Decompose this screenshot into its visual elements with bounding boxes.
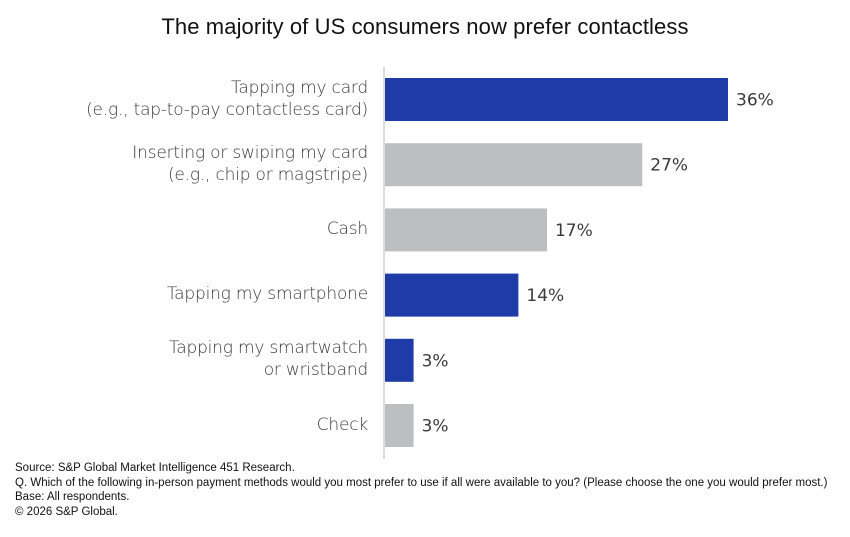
value-label-2: 17%: [555, 221, 593, 241]
category-label-0: Tapping my card (e.g., tap-to-pay contact…: [86, 77, 368, 121]
bar-3: [385, 273, 519, 317]
category-label-1: Inserting or swiping my card (e.g., chip …: [132, 142, 368, 186]
category-label-2: Cash: [327, 218, 368, 240]
value-label-3: 14%: [526, 286, 564, 306]
category-label-line: or wristband: [263, 360, 369, 381]
bar-2: [385, 208, 547, 252]
category-label-line: Cash: [326, 218, 368, 239]
bar-5: [385, 404, 414, 447]
category-label-3: Tapping my smartphone: [167, 283, 368, 305]
value-label-4: 3%: [422, 351, 449, 371]
footnote-copyright: © 2026 S&P Global.: [15, 505, 118, 518]
footnote: Source: S&P Global Market Intelligence 4…: [15, 461, 835, 519]
bar-4: [385, 338, 414, 382]
category-label-line: Tapping my smartwatch: [168, 338, 368, 359]
category-label-line: Tapping my smartphone: [166, 284, 368, 305]
value-label-0: 36%: [736, 91, 774, 111]
bar-1: [385, 143, 643, 187]
category-label-4: Tapping my smartwatch or wristband: [169, 337, 368, 381]
bar-0: [385, 78, 728, 121]
category-label-line: Check: [316, 414, 368, 435]
value-label-5: 3%: [422, 417, 449, 437]
category-label-line: Inserting or swiping my card: [132, 142, 368, 163]
category-label-5: Check: [317, 414, 368, 436]
chart-title: The majority of US consumers now prefer …: [161, 14, 689, 39]
category-label-line: Tapping my card: [231, 77, 368, 98]
footnote-source: Source: S&P Global Market Intelligence 4…: [15, 462, 295, 474]
category-label-line: (e.g., chip or magstripe): [167, 164, 368, 185]
value-labels-group: 36% 27% 17% 14% 3% 3%: [422, 91, 774, 437]
footnote-base: Base: All respondents.: [15, 491, 130, 503]
bars-group: [385, 78, 728, 447]
footnote-question: Q. Which of the following in-person paym…: [15, 476, 828, 489]
value-label-1: 27%: [650, 156, 688, 176]
category-label-line: (e.g., tap-to-pay contactless card): [86, 99, 368, 120]
